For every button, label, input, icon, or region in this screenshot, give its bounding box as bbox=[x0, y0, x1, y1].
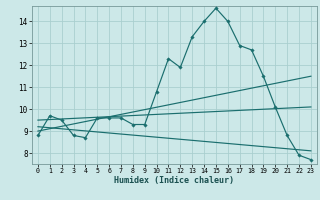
X-axis label: Humidex (Indice chaleur): Humidex (Indice chaleur) bbox=[115, 176, 234, 185]
